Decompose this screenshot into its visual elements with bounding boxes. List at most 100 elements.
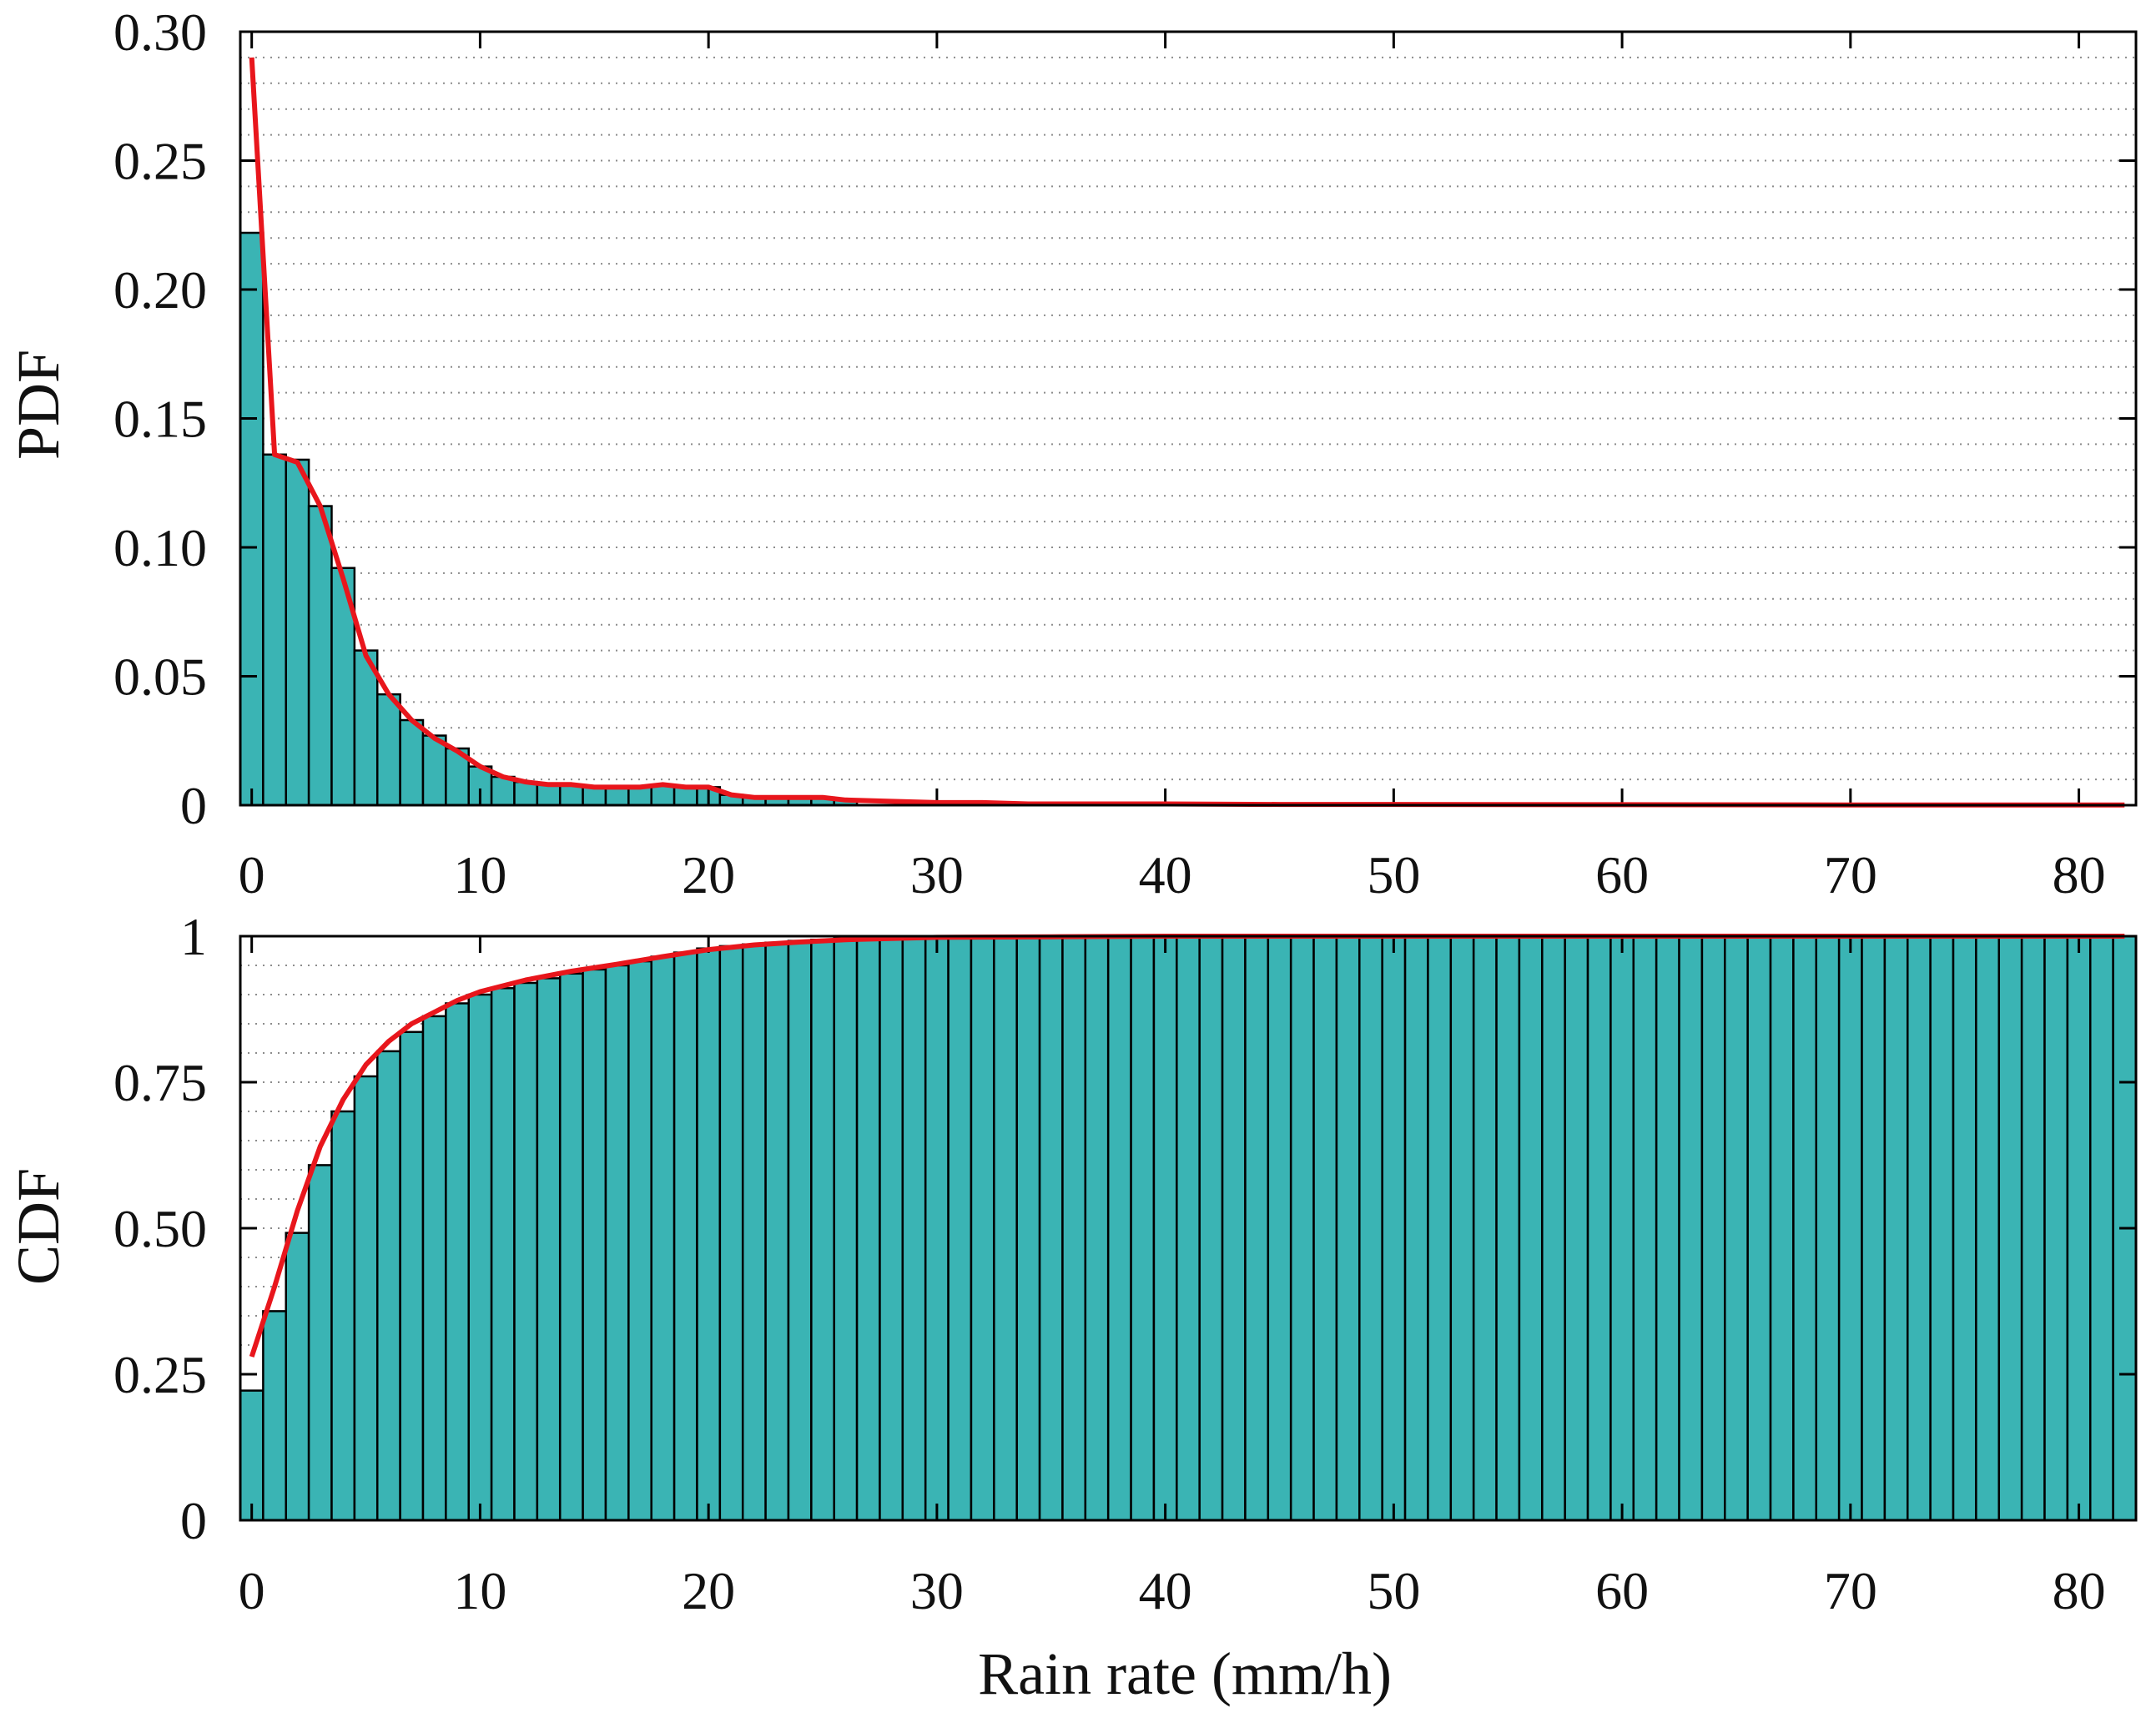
pdf-x-tick-label: 70	[1824, 845, 1877, 904]
pdf-y-axis-title: PDF	[5, 350, 72, 460]
cdf-bar	[970, 935, 995, 1522]
cdf-bar	[1907, 935, 1932, 1522]
pdf-x-tick-label: 10	[453, 845, 506, 904]
cdf-bar	[375, 1050, 401, 1522]
cdf-bar	[2043, 935, 2069, 1522]
cdf-bar	[696, 947, 722, 1522]
cdf-bar	[947, 935, 973, 1522]
cdf-bar	[558, 972, 584, 1522]
cdf-bar	[1198, 935, 1224, 1522]
cdf-bar	[1221, 935, 1247, 1522]
cdf-bar	[1518, 935, 1544, 1522]
cdf-bar	[1678, 935, 1704, 1522]
cdf-bar	[1038, 935, 1064, 1522]
pdf-bar	[375, 693, 401, 807]
cdf-bar	[399, 1030, 425, 1522]
pdf-axes-frame	[239, 30, 2138, 807]
cdf-x-tick-label: 10	[453, 1561, 506, 1620]
cdf-bar	[2089, 935, 2114, 1522]
pdf-y-tick-label: 0.25	[113, 132, 207, 191]
pdf-y-tick-label: 0	[180, 776, 207, 835]
cdf-bar	[239, 1389, 264, 1522]
cdf-bar	[1495, 935, 1521, 1522]
pdf-y-tick-label: 0.05	[113, 647, 207, 707]
cdf-bar	[2020, 935, 2046, 1522]
cdf-bar	[1837, 935, 1863, 1522]
pdf-panel: 0 10 20 30 40 50 60 70 80 00.050.100.150.200.250…	[5, 3, 2138, 904]
pdf-y-tick-label: 0.20	[113, 260, 207, 320]
cdf-y-tick-label: 1	[180, 907, 207, 966]
cdf-bar	[445, 1002, 470, 1522]
cdf-bar	[307, 1164, 333, 1522]
cdf-bar	[810, 938, 835, 1522]
cdf-bar	[285, 1232, 310, 1522]
cdf-histogram-bars	[239, 935, 2138, 1522]
cdf-bar	[855, 936, 881, 1522]
cdf-x-tick-label: 30	[910, 1561, 964, 1620]
cdf-bar	[1427, 935, 1453, 1522]
cdf-bar	[1815, 935, 1841, 1522]
cdf-bar	[1061, 935, 1087, 1522]
cdf-bar	[513, 981, 539, 1522]
cdf-bar	[330, 1110, 356, 1522]
pdf-bar	[513, 780, 539, 807]
pdf-y-tick-labels: 0 0.05 0.10 0.15 0.20 0.25 0.30	[113, 3, 207, 835]
pdf-bar	[604, 786, 630, 807]
pdf-bar	[627, 786, 652, 807]
cdf-y-tick-labels: 0 0.25 0.50 0.75 1	[113, 907, 207, 1550]
pdf-x-tick-label: 50	[1367, 845, 1420, 904]
cdf-bar	[879, 936, 904, 1522]
cdf-bar	[833, 937, 859, 1522]
cdf-bar	[787, 940, 813, 1522]
cdf-bar	[627, 960, 652, 1522]
cdf-bar	[1952, 935, 1977, 1522]
cdf-bar	[1244, 935, 1270, 1522]
cdf-bar	[650, 955, 676, 1522]
cdf-bar	[1700, 935, 1726, 1522]
pdf-x-tick-label: 40	[1139, 845, 1192, 904]
pdf-bar	[239, 231, 264, 807]
pdf-x-tick-label: 80	[2053, 845, 2106, 904]
pdf-x-tick-label: 0	[239, 845, 265, 904]
pdf-bar	[672, 786, 698, 807]
cdf-bar	[1564, 935, 1589, 1522]
cdf-y-axis-title: CDF	[5, 1168, 72, 1285]
pdf-y-tick-label: 0.10	[113, 518, 207, 577]
cdf-bar	[1130, 935, 1156, 1522]
pdf-bar	[582, 786, 607, 807]
cdf-bar	[741, 943, 767, 1522]
cdf-x-tick-label: 0	[239, 1561, 265, 1620]
pdf-bar	[307, 505, 333, 807]
cdf-bar	[1312, 935, 1338, 1522]
cdf-x-tick-label: 20	[682, 1561, 735, 1620]
cdf-bar	[1883, 935, 1909, 1522]
cdf-bar	[1358, 935, 1383, 1522]
cdf-bar	[1335, 935, 1361, 1522]
cdf-bar	[993, 935, 1018, 1522]
cdf-bar	[1929, 935, 1955, 1522]
cdf-bar	[718, 945, 744, 1522]
pdf-bar	[536, 783, 562, 807]
cdf-bar	[490, 987, 516, 1522]
cdf-bar	[1769, 935, 1795, 1522]
cdf-axes-frame	[239, 935, 2138, 1522]
cdf-bar	[1152, 935, 1178, 1522]
cdf-y-tick-label: 0	[180, 1491, 207, 1550]
cdf-bar	[2066, 935, 2092, 1522]
pdf-bar	[262, 453, 287, 807]
pdf-histogram-bars	[239, 231, 859, 807]
cdf-panel: 0 10 20 30 40 50 60 70 80 0 0.25 0.50 0.75 1 CDF Rai…	[5, 907, 2138, 1707]
cdf-bar	[262, 1310, 287, 1522]
cdf-y-tick-label: 0.75	[113, 1053, 207, 1112]
cdf-bar	[764, 941, 790, 1522]
cdf-bar	[1861, 935, 1886, 1522]
cdf-bar	[421, 1015, 447, 1522]
cdf-bar	[1176, 935, 1201, 1522]
pdf-y-tick-label: 0.30	[113, 3, 207, 62]
pdf-x-tick-labels: 0 10 20 30 40 50 60 70 80	[239, 845, 2106, 904]
cdf-bar	[901, 936, 927, 1522]
cdf-x-axis-title: Rain rate (mm/h)	[978, 1640, 1392, 1707]
cdf-x-tick-label: 50	[1367, 1561, 1420, 1620]
cdf-bar	[1289, 935, 1315, 1522]
cdf-bar	[1381, 935, 1407, 1522]
